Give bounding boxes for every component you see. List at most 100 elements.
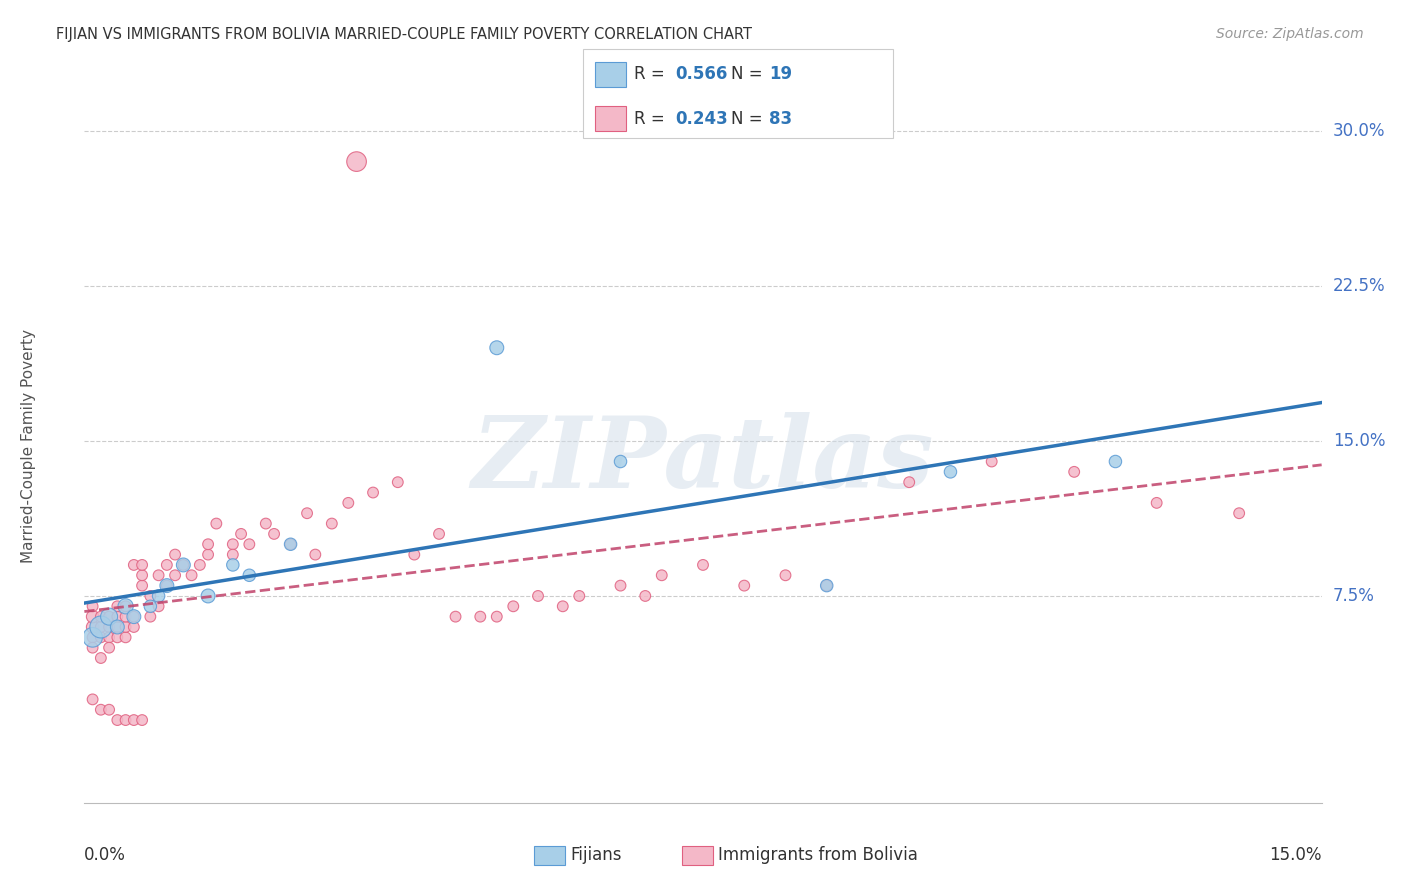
Point (82, 640, 104, 655)
Point (90, 651, 112, 665)
Point (304, 548, 326, 562)
Point (444, 609, 467, 624)
Point (156, 579, 179, 593)
Point (131, 568, 153, 582)
Text: 0.566: 0.566 (675, 65, 727, 83)
Text: N =: N = (731, 65, 768, 83)
Point (651, 568, 673, 582)
Point (105, 713, 128, 727)
Point (139, 609, 162, 624)
Point (172, 558, 194, 572)
Point (122, 620, 145, 634)
Point (321, 516, 343, 531)
Text: 22.5%: 22.5% (1333, 277, 1385, 294)
Point (82, 630, 104, 644)
Point (733, 579, 755, 593)
Point (105, 620, 128, 634)
Point (122, 713, 145, 727)
Point (105, 630, 128, 644)
Point (692, 558, 714, 572)
Point (387, 475, 409, 490)
Point (280, 537, 302, 551)
Text: 19: 19 (769, 65, 792, 83)
Point (139, 589, 162, 603)
Point (337, 496, 360, 510)
Point (404, 548, 426, 562)
Point (222, 537, 245, 551)
Point (1146, 496, 1168, 510)
Point (165, 548, 187, 562)
Point (238, 568, 260, 582)
Point (148, 568, 170, 582)
Point (280, 537, 302, 551)
Point (188, 558, 211, 572)
Point (470, 609, 492, 624)
Point (502, 599, 524, 614)
Point (82, 609, 104, 624)
Point (98, 640, 121, 655)
Point (114, 713, 136, 727)
Point (105, 609, 128, 624)
Point (90, 609, 112, 624)
Point (148, 589, 170, 603)
Point (222, 558, 245, 572)
Point (131, 713, 153, 727)
Point (139, 599, 162, 614)
Point (551, 599, 574, 614)
Point (90, 620, 112, 634)
Point (238, 537, 260, 551)
Point (939, 465, 962, 479)
Text: 0.0%: 0.0% (84, 846, 127, 863)
Point (122, 609, 145, 624)
Point (609, 454, 631, 468)
Text: Married-Couple Family Poverty: Married-Couple Family Poverty (21, 329, 37, 563)
Point (775, 568, 797, 582)
Point (98, 703, 121, 717)
Text: Fijians: Fijians (571, 847, 623, 864)
Point (197, 589, 219, 603)
Point (98, 630, 121, 644)
Point (114, 620, 136, 634)
Point (148, 599, 170, 614)
Point (197, 548, 219, 562)
Point (634, 589, 657, 603)
Point (90, 620, 112, 634)
Point (98, 609, 121, 624)
Text: 0.243: 0.243 (675, 110, 728, 128)
Point (156, 579, 179, 593)
Point (98, 609, 121, 624)
Text: Immigrants from Bolivia: Immigrants from Bolivia (718, 847, 918, 864)
Point (1063, 465, 1085, 479)
Point (90, 630, 112, 644)
Point (114, 599, 136, 614)
Point (90, 703, 112, 717)
Point (229, 527, 252, 541)
Point (1227, 506, 1250, 520)
Text: R =: R = (634, 110, 671, 128)
Point (427, 527, 450, 541)
Point (82, 692, 104, 706)
Point (346, 154, 368, 169)
Point (1104, 454, 1126, 468)
Point (114, 599, 136, 614)
Text: R =: R = (634, 65, 671, 83)
Point (527, 589, 550, 603)
Point (114, 609, 136, 624)
Point (815, 579, 838, 593)
Point (254, 516, 277, 531)
Point (485, 609, 508, 624)
Point (222, 548, 245, 562)
Point (205, 516, 228, 531)
Point (295, 506, 318, 520)
Point (172, 558, 194, 572)
Text: 83: 83 (769, 110, 792, 128)
Point (898, 475, 921, 490)
Point (263, 527, 285, 541)
Point (105, 599, 128, 614)
Point (609, 579, 631, 593)
Point (82, 620, 104, 634)
Point (156, 558, 179, 572)
Point (131, 579, 153, 593)
Text: 15.0%: 15.0% (1270, 846, 1322, 863)
Point (197, 537, 219, 551)
